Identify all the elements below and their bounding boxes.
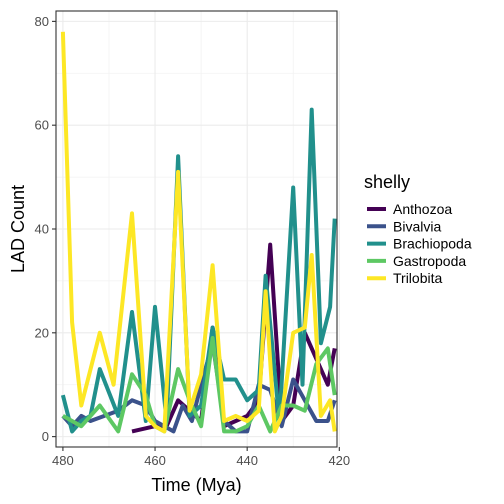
legend-label-gastropoda: Gastropoda <box>393 253 466 269</box>
series-lines <box>60 31 337 434</box>
x-axis-title: Time (Mya) <box>151 475 241 495</box>
series-line-brachiopoda <box>60 107 337 434</box>
y-tick-label: 40 <box>35 222 49 237</box>
x-tick-label: 460 <box>144 453 166 468</box>
y-tick-label: 0 <box>42 429 49 444</box>
y-tick-label: 80 <box>35 14 49 29</box>
legend-label-bivalvia: Bivalvia <box>393 218 441 234</box>
x-axis: 480 460 440 420 <box>52 447 350 468</box>
series-line-gastropoda <box>61 336 337 434</box>
legend-label-anthozoa: Anthozoa <box>393 201 452 217</box>
legend-label-brachiopoda: Brachiopoda <box>393 236 472 252</box>
y-axis: 0 20 40 60 80 <box>35 14 56 444</box>
legend-label-trilobita: Trilobita <box>393 270 442 286</box>
x-tick-label: 440 <box>236 453 258 468</box>
y-axis-title: LAD Count <box>8 185 28 273</box>
series-line-trilobita <box>60 31 337 434</box>
y-tick-label: 60 <box>35 118 49 133</box>
x-tick-label: 420 <box>328 453 350 468</box>
legend-title: shelly <box>364 172 410 192</box>
x-tick-label: 480 <box>52 453 74 468</box>
y-tick-label: 20 <box>35 325 49 340</box>
